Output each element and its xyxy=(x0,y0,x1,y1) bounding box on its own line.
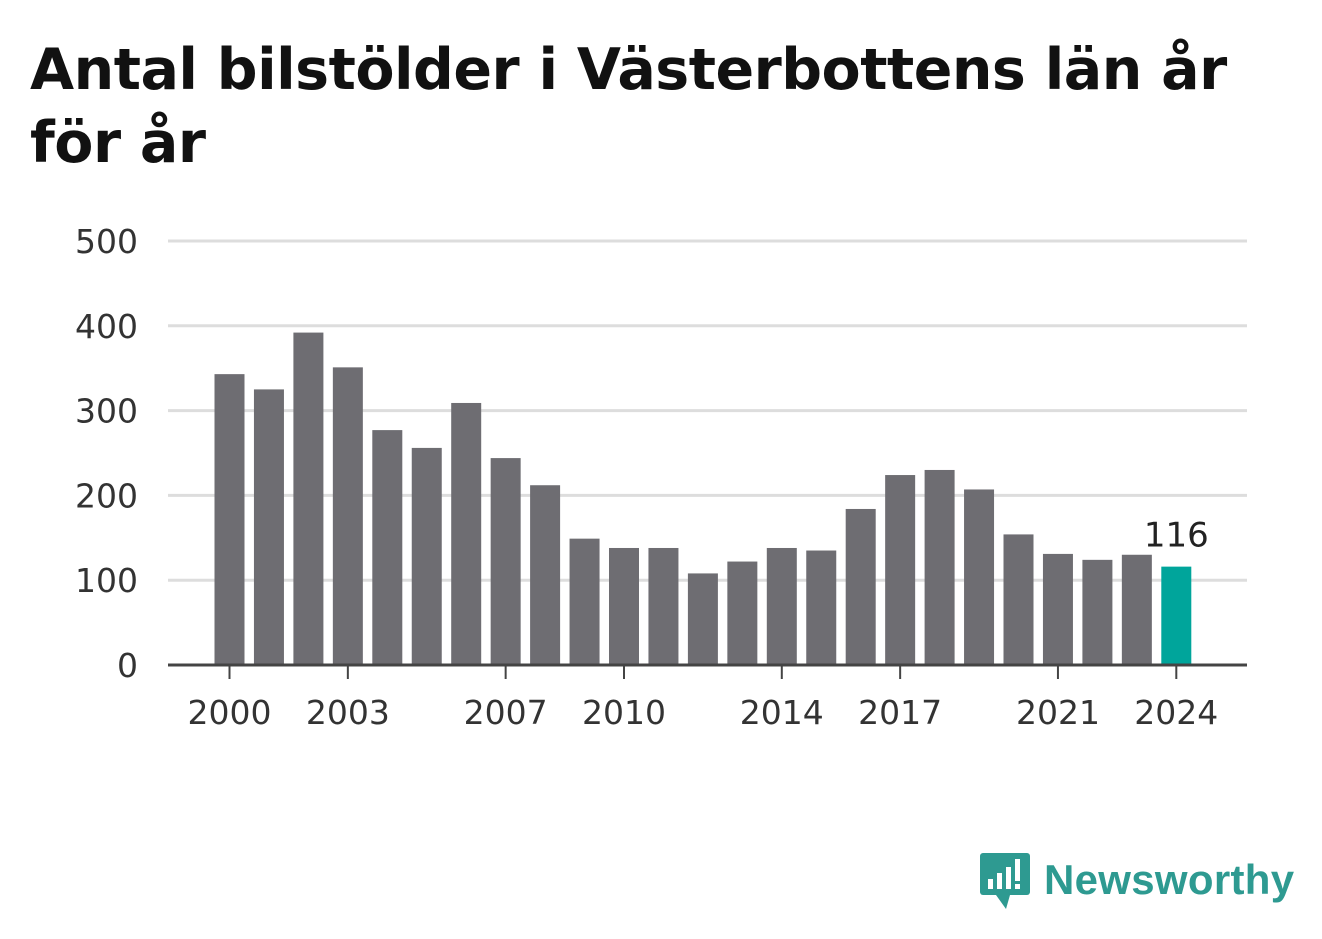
x-tick-label: 2014 xyxy=(740,693,824,732)
x-tick-label: 2010 xyxy=(582,693,666,732)
y-tick-label: 200 xyxy=(75,476,138,515)
newsworthy-logo: Newsworthy xyxy=(980,848,1294,912)
y-tick-label: 500 xyxy=(75,222,138,261)
bars xyxy=(214,332,1192,665)
bar-2019 xyxy=(964,489,995,665)
bar-2014 xyxy=(766,547,797,665)
x-tick-label: 2021 xyxy=(1016,693,1100,732)
bar-2022 xyxy=(1082,559,1113,665)
bar-2002 xyxy=(293,332,324,665)
bar-2020 xyxy=(1003,534,1034,665)
y-tick-label: 400 xyxy=(75,307,138,346)
bar-2021 xyxy=(1042,553,1073,665)
bar-2011 xyxy=(648,547,679,665)
bar-2015 xyxy=(806,550,837,665)
x-axis-ticks: 2000 2003 2007 2010 2014 2017 2021 2024 xyxy=(188,665,1218,732)
bar-2018 xyxy=(924,469,955,665)
bar-2009 xyxy=(569,538,600,665)
x-tick-label: 2017 xyxy=(858,693,942,732)
bar-2023 xyxy=(1121,554,1152,665)
x-tick-label: 2007 xyxy=(464,693,548,732)
bar-2008 xyxy=(530,485,561,665)
bar-2024 xyxy=(1161,566,1192,665)
bar-2012 xyxy=(687,573,718,665)
bar-2001 xyxy=(253,389,284,665)
bar-2003 xyxy=(332,367,363,665)
bar-2004 xyxy=(372,430,403,665)
bar-2000 xyxy=(214,374,245,665)
x-tick-label: 2003 xyxy=(306,693,390,732)
y-axis-ticks: 0 100 200 300 400 500 xyxy=(75,222,138,685)
x-tick-label: 2000 xyxy=(188,693,272,732)
bar-2017 xyxy=(885,475,916,665)
gridlines xyxy=(168,239,1247,582)
y-tick-label: 100 xyxy=(75,561,138,600)
bar-2016 xyxy=(845,508,876,665)
chart-title: Antal bilstölder i Västerbottens län år … xyxy=(30,37,1227,176)
bar-2005 xyxy=(411,447,442,665)
bar-2010 xyxy=(609,547,639,665)
logo-text: Newsworthy xyxy=(1044,856,1295,903)
x-tick-label: 2024 xyxy=(1134,693,1218,732)
bar-2006 xyxy=(451,402,482,665)
value-label: 116 xyxy=(1144,516,1209,556)
bar-2013 xyxy=(727,561,758,665)
y-tick-label: 300 xyxy=(75,392,138,431)
y-tick-label: 0 xyxy=(117,646,138,685)
newsworthy-chart-bubble-icon xyxy=(980,853,1030,909)
bar-2007 xyxy=(490,458,521,665)
bar-chart: 0 100 200 300 400 500 2000 2003 2007 2010 2014 201… xyxy=(75,222,1247,732)
